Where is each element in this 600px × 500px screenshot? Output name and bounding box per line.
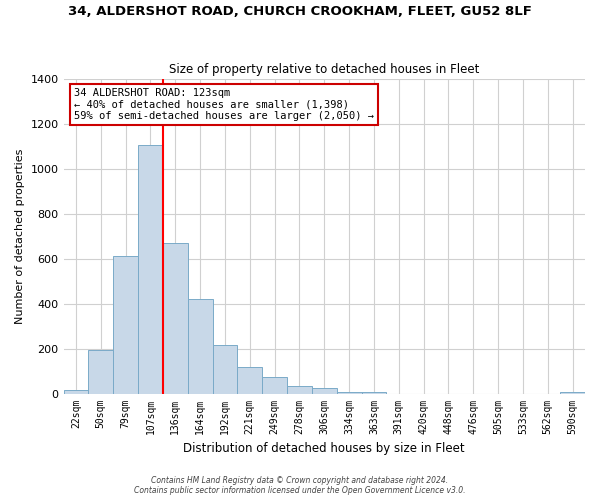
Bar <box>560 392 585 394</box>
Text: 34 ALDERSHOT ROAD: 123sqm
← 40% of detached houses are smaller (1,398)
59% of se: 34 ALDERSHOT ROAD: 123sqm ← 40% of detac… <box>74 88 374 121</box>
Bar <box>138 145 163 394</box>
Text: 34, ALDERSHOT ROAD, CHURCH CROOKHAM, FLEET, GU52 8LF: 34, ALDERSHOT ROAD, CHURCH CROOKHAM, FLE… <box>68 5 532 18</box>
Title: Size of property relative to detached houses in Fleet: Size of property relative to detached ho… <box>169 63 479 76</box>
Bar <box>88 350 113 394</box>
Bar <box>337 392 362 394</box>
Y-axis label: Number of detached properties: Number of detached properties <box>15 148 25 324</box>
Bar <box>64 390 88 394</box>
Bar <box>238 366 262 394</box>
Text: Contains HM Land Registry data © Crown copyright and database right 2024.
Contai: Contains HM Land Registry data © Crown c… <box>134 476 466 495</box>
Bar <box>262 376 287 394</box>
Bar <box>312 388 337 394</box>
X-axis label: Distribution of detached houses by size in Fleet: Distribution of detached houses by size … <box>184 442 465 455</box>
Bar <box>163 243 188 394</box>
Bar <box>212 344 238 394</box>
Bar <box>113 256 138 394</box>
Bar <box>287 386 312 394</box>
Bar <box>362 392 386 394</box>
Bar <box>188 299 212 394</box>
